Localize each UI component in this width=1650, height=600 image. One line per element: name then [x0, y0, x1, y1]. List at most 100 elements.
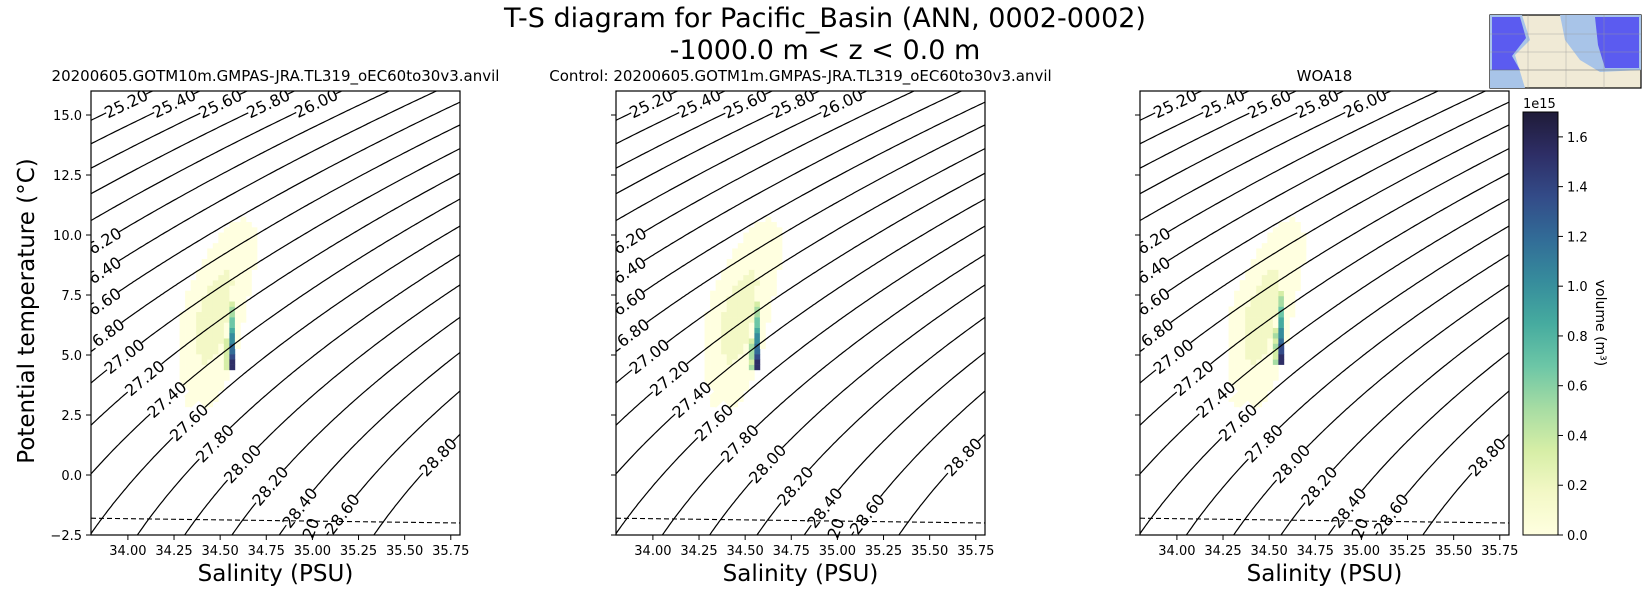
- histogram-cell: [765, 285, 771, 291]
- histogram-cell: [1267, 333, 1273, 339]
- histogram-cell: [716, 354, 722, 360]
- histogram-cell: [1273, 296, 1279, 302]
- histogram-cell: [235, 328, 241, 334]
- histogram-cell: [1251, 275, 1257, 281]
- histogram-cell: [710, 301, 716, 307]
- histogram-cell: [754, 254, 760, 260]
- histogram-cell: [1229, 333, 1235, 339]
- histogram-cell: [185, 291, 191, 297]
- histogram-cell: [191, 396, 197, 402]
- histogram-cell: [710, 396, 716, 402]
- histogram-cell: [224, 338, 230, 344]
- histogram-cell: [218, 291, 224, 297]
- histogram-cell: [738, 328, 744, 334]
- histogram-cell: [196, 338, 202, 344]
- histogram-cell: [749, 291, 755, 297]
- histogram-cell: [743, 312, 749, 318]
- histogram-cell: [1267, 312, 1273, 318]
- histogram-cell: [1284, 238, 1290, 244]
- density-contour-line: [91, 199, 460, 474]
- histogram-cell: [246, 254, 252, 260]
- density-contour-label: 26.40: [1125, 253, 1174, 294]
- histogram-cell: [710, 333, 716, 339]
- histogram-cell: [749, 296, 755, 302]
- histogram-cell: [224, 328, 230, 334]
- x-tick-label: 35.25: [865, 544, 902, 559]
- histogram-cell: [1240, 349, 1246, 355]
- histogram-cell: [760, 254, 766, 260]
- histogram-cell: [224, 291, 230, 297]
- histogram-cell: [1256, 386, 1262, 392]
- histogram-cell: [716, 317, 722, 323]
- histogram-cell: [765, 275, 771, 281]
- histogram-cell: [207, 296, 213, 302]
- volume-histogram: [1229, 217, 1307, 413]
- histogram-cell: [738, 243, 744, 249]
- histogram-cell: [246, 259, 252, 265]
- histogram-cell: [1273, 354, 1279, 360]
- histogram-cell: [218, 275, 224, 281]
- histogram-cell: [224, 301, 230, 307]
- histogram-cell: [185, 359, 191, 365]
- histogram-cell: [1240, 296, 1246, 302]
- histogram-cell: [771, 270, 777, 276]
- histogram-cell: [1301, 254, 1307, 260]
- histogram-cell: [1240, 291, 1246, 297]
- histogram-cell: [191, 349, 197, 355]
- histogram-cell: [716, 296, 722, 302]
- histogram-cell: [207, 338, 213, 344]
- histogram-cell: [749, 322, 755, 328]
- histogram-cell: [716, 291, 722, 297]
- histogram-cell: [235, 248, 241, 254]
- histogram-cell: [196, 280, 202, 286]
- density-contour-label: 26.40: [601, 253, 650, 294]
- histogram-cell: [738, 380, 744, 386]
- histogram-cell: [705, 359, 711, 365]
- y-tick-label: 7.5: [61, 289, 82, 304]
- histogram-cell: [705, 370, 711, 376]
- histogram-cell: [240, 317, 246, 323]
- histogram-cell: [1295, 248, 1301, 254]
- histogram-cell: [185, 301, 191, 307]
- histogram-cell: [727, 275, 733, 281]
- density-contour-label: 28.00: [745, 441, 790, 487]
- histogram-cell: [1289, 248, 1295, 254]
- histogram-cell: [732, 343, 738, 349]
- histogram-cell: [1295, 259, 1301, 265]
- histogram-cell: [202, 370, 208, 376]
- density-contour-line: [616, 59, 985, 249]
- x-tick-label: 34.75: [1297, 544, 1334, 559]
- histogram-cell: [191, 354, 197, 360]
- panel-title: WOA18: [1297, 67, 1353, 85]
- histogram-cell: [1256, 248, 1262, 254]
- x-tick-label: 35.25: [1389, 544, 1426, 559]
- x-tick-label: 34.00: [109, 544, 146, 559]
- histogram-cell: [224, 259, 230, 265]
- histogram-cell: [1289, 296, 1295, 302]
- histogram-cell: [1234, 322, 1240, 328]
- histogram-cell: [765, 227, 771, 233]
- histogram-cell: [771, 259, 777, 265]
- density-contour-label: 27.80: [717, 421, 763, 467]
- histogram-cell: [1240, 312, 1246, 318]
- histogram-cell: [754, 285, 760, 291]
- histogram-cell: [1256, 370, 1262, 376]
- histogram-cell: [202, 338, 208, 344]
- histogram-cell: [1229, 354, 1235, 360]
- histogram-cell: [727, 259, 733, 265]
- histogram-cell: [1256, 365, 1262, 371]
- histogram-cell: [760, 317, 766, 323]
- histogram-cell: [765, 296, 771, 302]
- volume-histogram: [180, 217, 258, 413]
- histogram-cell: [710, 296, 716, 302]
- histogram-cell: [240, 285, 246, 291]
- histogram-cell: [1245, 328, 1251, 334]
- colorbar-gradient: [1523, 112, 1558, 535]
- histogram-cell: [218, 338, 224, 344]
- histogram-cell: [191, 307, 197, 313]
- histogram-cell: [218, 243, 224, 249]
- histogram-cell: [732, 391, 738, 397]
- density-contour-line: [1140, 59, 1509, 249]
- histogram-cell: [716, 359, 722, 365]
- histogram-cell: [743, 238, 749, 244]
